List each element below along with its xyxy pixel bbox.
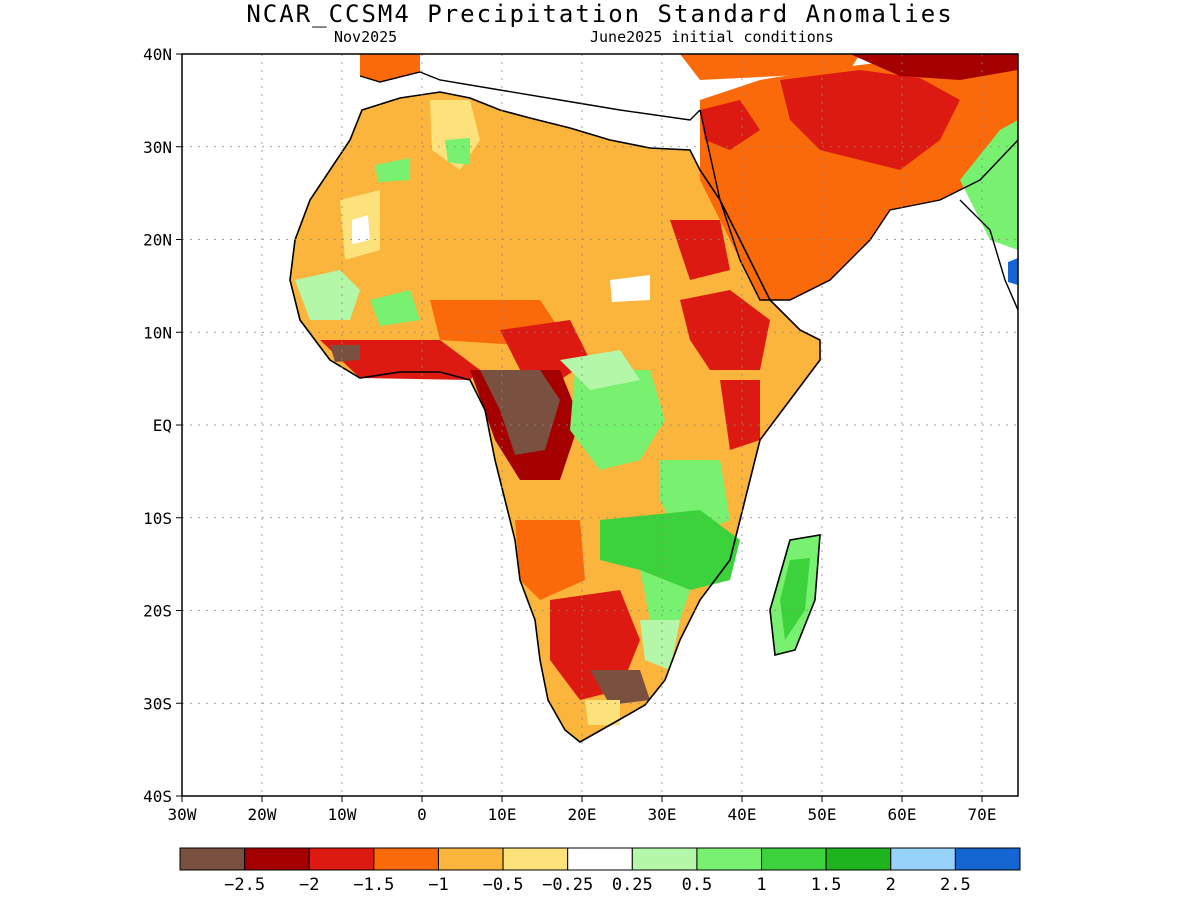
lat-label: 40N <box>143 45 172 64</box>
africa-coastline <box>289 91 821 743</box>
lat-label: 10N <box>143 323 172 342</box>
med-coastline <box>359 71 701 121</box>
colorbar-swatch <box>567 847 633 871</box>
lon-label: 0 <box>417 805 427 824</box>
colorbar-swatch <box>437 847 504 871</box>
lon-label: 30E <box>648 805 677 824</box>
zimbabwe-wet <box>640 620 680 670</box>
colorbar-label: 0.5 <box>682 875 713 895</box>
sahara-wet-1 <box>445 138 470 165</box>
chart-title: NCAR_CCSM4 Precipitation Standard Anomal… <box>246 0 954 28</box>
lon-label: 20E <box>568 805 597 824</box>
europe-east-strip <box>680 54 860 80</box>
south-africa-extreme <box>590 670 650 705</box>
lon-label: 20W <box>248 805 277 824</box>
lat-label: 40S <box>143 787 172 806</box>
colorbar-label: −2.5 <box>224 875 265 895</box>
colorbar-label: −1 <box>428 875 448 895</box>
colorbar-swatch <box>631 847 698 871</box>
colorbar-label: 0.25 <box>612 875 653 895</box>
colorbar-label: 2 <box>886 875 896 895</box>
northeast-dark <box>850 54 1018 80</box>
guinea-wet <box>370 290 420 326</box>
subtitle-init: June2025 initial conditions <box>590 28 834 46</box>
kenya-dry <box>720 380 760 450</box>
lon-label: 10W <box>328 805 357 824</box>
colorbar-swatch <box>244 847 310 871</box>
colorbar-swatch <box>825 847 892 871</box>
madagascar-coastline <box>769 534 821 656</box>
colorbar-swatch <box>308 847 375 871</box>
colorbar-label: 2.5 <box>940 875 971 895</box>
sudan-white <box>610 275 650 302</box>
ethiopia-dry <box>680 290 770 370</box>
central-wet-edge <box>560 350 640 390</box>
lat-label: 10S <box>143 509 172 528</box>
lon-label: 60E <box>888 805 917 824</box>
morocco-wet <box>375 158 410 182</box>
colorbar-label: −0.25 <box>542 875 593 895</box>
colorbar-label: −1.5 <box>353 875 394 895</box>
congo-extreme <box>480 370 560 455</box>
colorbar-swatch <box>502 847 569 871</box>
lon-label: 10E <box>488 805 517 824</box>
colorbar-label: 1.5 <box>811 875 842 895</box>
angola-dry <box>515 520 585 600</box>
sudan-dry <box>670 220 730 280</box>
zambia-wet <box>640 570 690 620</box>
west-sahara-white <box>352 215 370 244</box>
lon-label: 70E <box>968 805 997 824</box>
arabia-coastline <box>699 109 1018 301</box>
subtitle-month: Nov2025 <box>334 28 398 46</box>
colorbar-swatch <box>696 847 763 871</box>
lat-label: 30S <box>143 694 172 713</box>
lon-label: 30W <box>168 805 197 824</box>
colorbar-swatch <box>954 847 1021 871</box>
lat-label: 20N <box>143 231 172 250</box>
lat-label: EQ <box>153 416 172 435</box>
india-coastline <box>959 199 1018 311</box>
lat-label: 30N <box>143 138 172 157</box>
central-wet <box>570 370 665 470</box>
india-blue <box>1008 258 1018 285</box>
colorbar-swatch <box>761 847 827 871</box>
india-wet <box>960 120 1018 250</box>
colorbar-swatch <box>890 847 956 871</box>
colorbar-label: −0.5 <box>483 875 524 895</box>
lat-label: 20S <box>143 602 172 621</box>
levant-dry <box>700 100 760 150</box>
lon-label: 50E <box>808 805 837 824</box>
colorbar-label: 1 <box>756 875 766 895</box>
middle-east-dry <box>780 70 960 170</box>
south-africa-light <box>585 700 620 725</box>
europe-strip <box>360 54 420 82</box>
colorbar-label: −2 <box>299 875 319 895</box>
lon-label: 40E <box>728 805 757 824</box>
colorbar-swatch <box>179 847 246 871</box>
west-africa-wet <box>295 270 360 320</box>
mozambique-wet <box>600 510 740 590</box>
gulf-guinea-extreme <box>330 345 360 362</box>
colorbar-swatch <box>373 847 439 871</box>
madagascar-inner <box>780 558 810 640</box>
